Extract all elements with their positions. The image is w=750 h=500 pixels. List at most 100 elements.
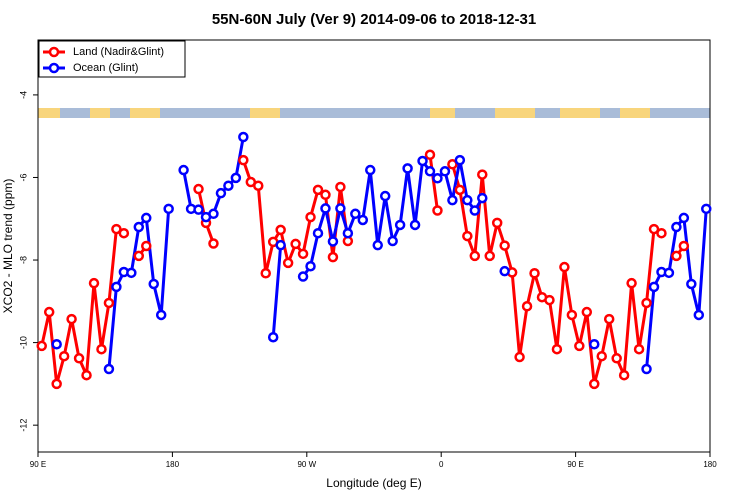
- data-point: [454, 184, 466, 196]
- data-point: [141, 212, 152, 224]
- data-point: [305, 260, 316, 272]
- data-point: [297, 271, 309, 282]
- data-point: [342, 227, 354, 239]
- data-point: [126, 267, 137, 279]
- data-point: [477, 169, 488, 180]
- data-point: [417, 155, 428, 167]
- data-point: [462, 230, 473, 242]
- data-point: [462, 194, 473, 206]
- data-point: [626, 277, 637, 289]
- data-point: [141, 240, 152, 252]
- legend-marker: [48, 62, 60, 74]
- data-point: [208, 208, 219, 220]
- data-point: [499, 265, 510, 277]
- data-point: [618, 369, 630, 381]
- data-point: [58, 350, 70, 362]
- surface-strip: [38, 108, 710, 118]
- data-point: [439, 166, 451, 177]
- data-point: [678, 240, 690, 252]
- data-point: [611, 353, 622, 364]
- y-tick-label: -8: [18, 256, 28, 264]
- data-point: [499, 240, 510, 251]
- data-point: [275, 239, 286, 251]
- data-point: [656, 227, 667, 239]
- data-point: [267, 331, 279, 343]
- chart-title: 55N-60N July (Ver 9) 2014-09-06 to 2018-…: [212, 11, 536, 28]
- data-point: [596, 350, 607, 362]
- data-point: [663, 267, 675, 279]
- data-point: [409, 219, 421, 231]
- data-point: [297, 248, 309, 260]
- series-line: [40, 154, 686, 386]
- data-point: [155, 309, 167, 321]
- data-point: [253, 180, 264, 191]
- x-tick-label: 180: [703, 460, 717, 469]
- data-point: [447, 159, 458, 170]
- data-point: [603, 313, 615, 325]
- data-point: [260, 267, 271, 279]
- data-point: [432, 173, 443, 184]
- data-point: [230, 172, 242, 184]
- x-tick-label: 0: [439, 460, 444, 469]
- data-point: [491, 217, 503, 229]
- data-point: [215, 187, 227, 199]
- x-tick-label: 90 W: [297, 460, 316, 469]
- data-point: [365, 164, 376, 176]
- data-point: [648, 281, 660, 293]
- data-point: [514, 351, 525, 363]
- data-point: [43, 306, 55, 318]
- data-point: [327, 251, 339, 263]
- data-point: [379, 190, 391, 202]
- data-point: [671, 221, 682, 233]
- plot-frame: [37, 39, 711, 453]
- data-point: [589, 378, 600, 390]
- data-point: [589, 339, 600, 350]
- data-point: [81, 369, 92, 381]
- data-point: [238, 154, 249, 166]
- data-point: [103, 297, 115, 309]
- legend-label: Ocean (Glint): [73, 62, 138, 74]
- data-point: [693, 309, 705, 321]
- legend-marker: [48, 46, 60, 58]
- data-point: [447, 194, 458, 206]
- data-point: [275, 224, 286, 236]
- data-point: [335, 203, 346, 214]
- data-point: [686, 278, 697, 290]
- data-point: [402, 163, 413, 174]
- data-point: [163, 203, 174, 215]
- data-point: [208, 238, 219, 249]
- data-point: [454, 154, 466, 166]
- data-point: [312, 184, 324, 196]
- data-point: [238, 131, 249, 143]
- data-point: [633, 343, 645, 355]
- data-point: [51, 378, 62, 390]
- legend-label: Land (Nadir&Glint): [73, 46, 164, 58]
- data-point: [178, 164, 189, 176]
- x-tick-label: 180: [166, 460, 180, 469]
- data-point: [678, 212, 690, 224]
- data-point: [701, 203, 712, 215]
- data-point: [36, 340, 47, 352]
- x-axis-label: Longitude (deg E): [326, 476, 421, 490]
- data-point: [574, 340, 585, 352]
- data-point: [223, 180, 234, 191]
- data-point: [282, 257, 294, 269]
- data-point: [469, 250, 481, 262]
- data-point: [51, 339, 62, 350]
- y-tick-label: -6: [18, 173, 28, 181]
- data-point: [432, 205, 443, 216]
- data-point: [73, 353, 85, 364]
- data-point: [312, 227, 324, 239]
- data-point: [133, 250, 145, 262]
- data-point: [96, 343, 107, 355]
- data-point: [469, 205, 481, 216]
- data-point: [641, 363, 652, 375]
- data-point: [350, 208, 361, 220]
- data-point: [335, 181, 346, 193]
- data-point: [88, 277, 100, 289]
- data-point: [559, 261, 570, 273]
- data-point: [133, 221, 145, 233]
- x-tick-label: 90 E: [30, 460, 46, 469]
- data-point: [320, 189, 331, 201]
